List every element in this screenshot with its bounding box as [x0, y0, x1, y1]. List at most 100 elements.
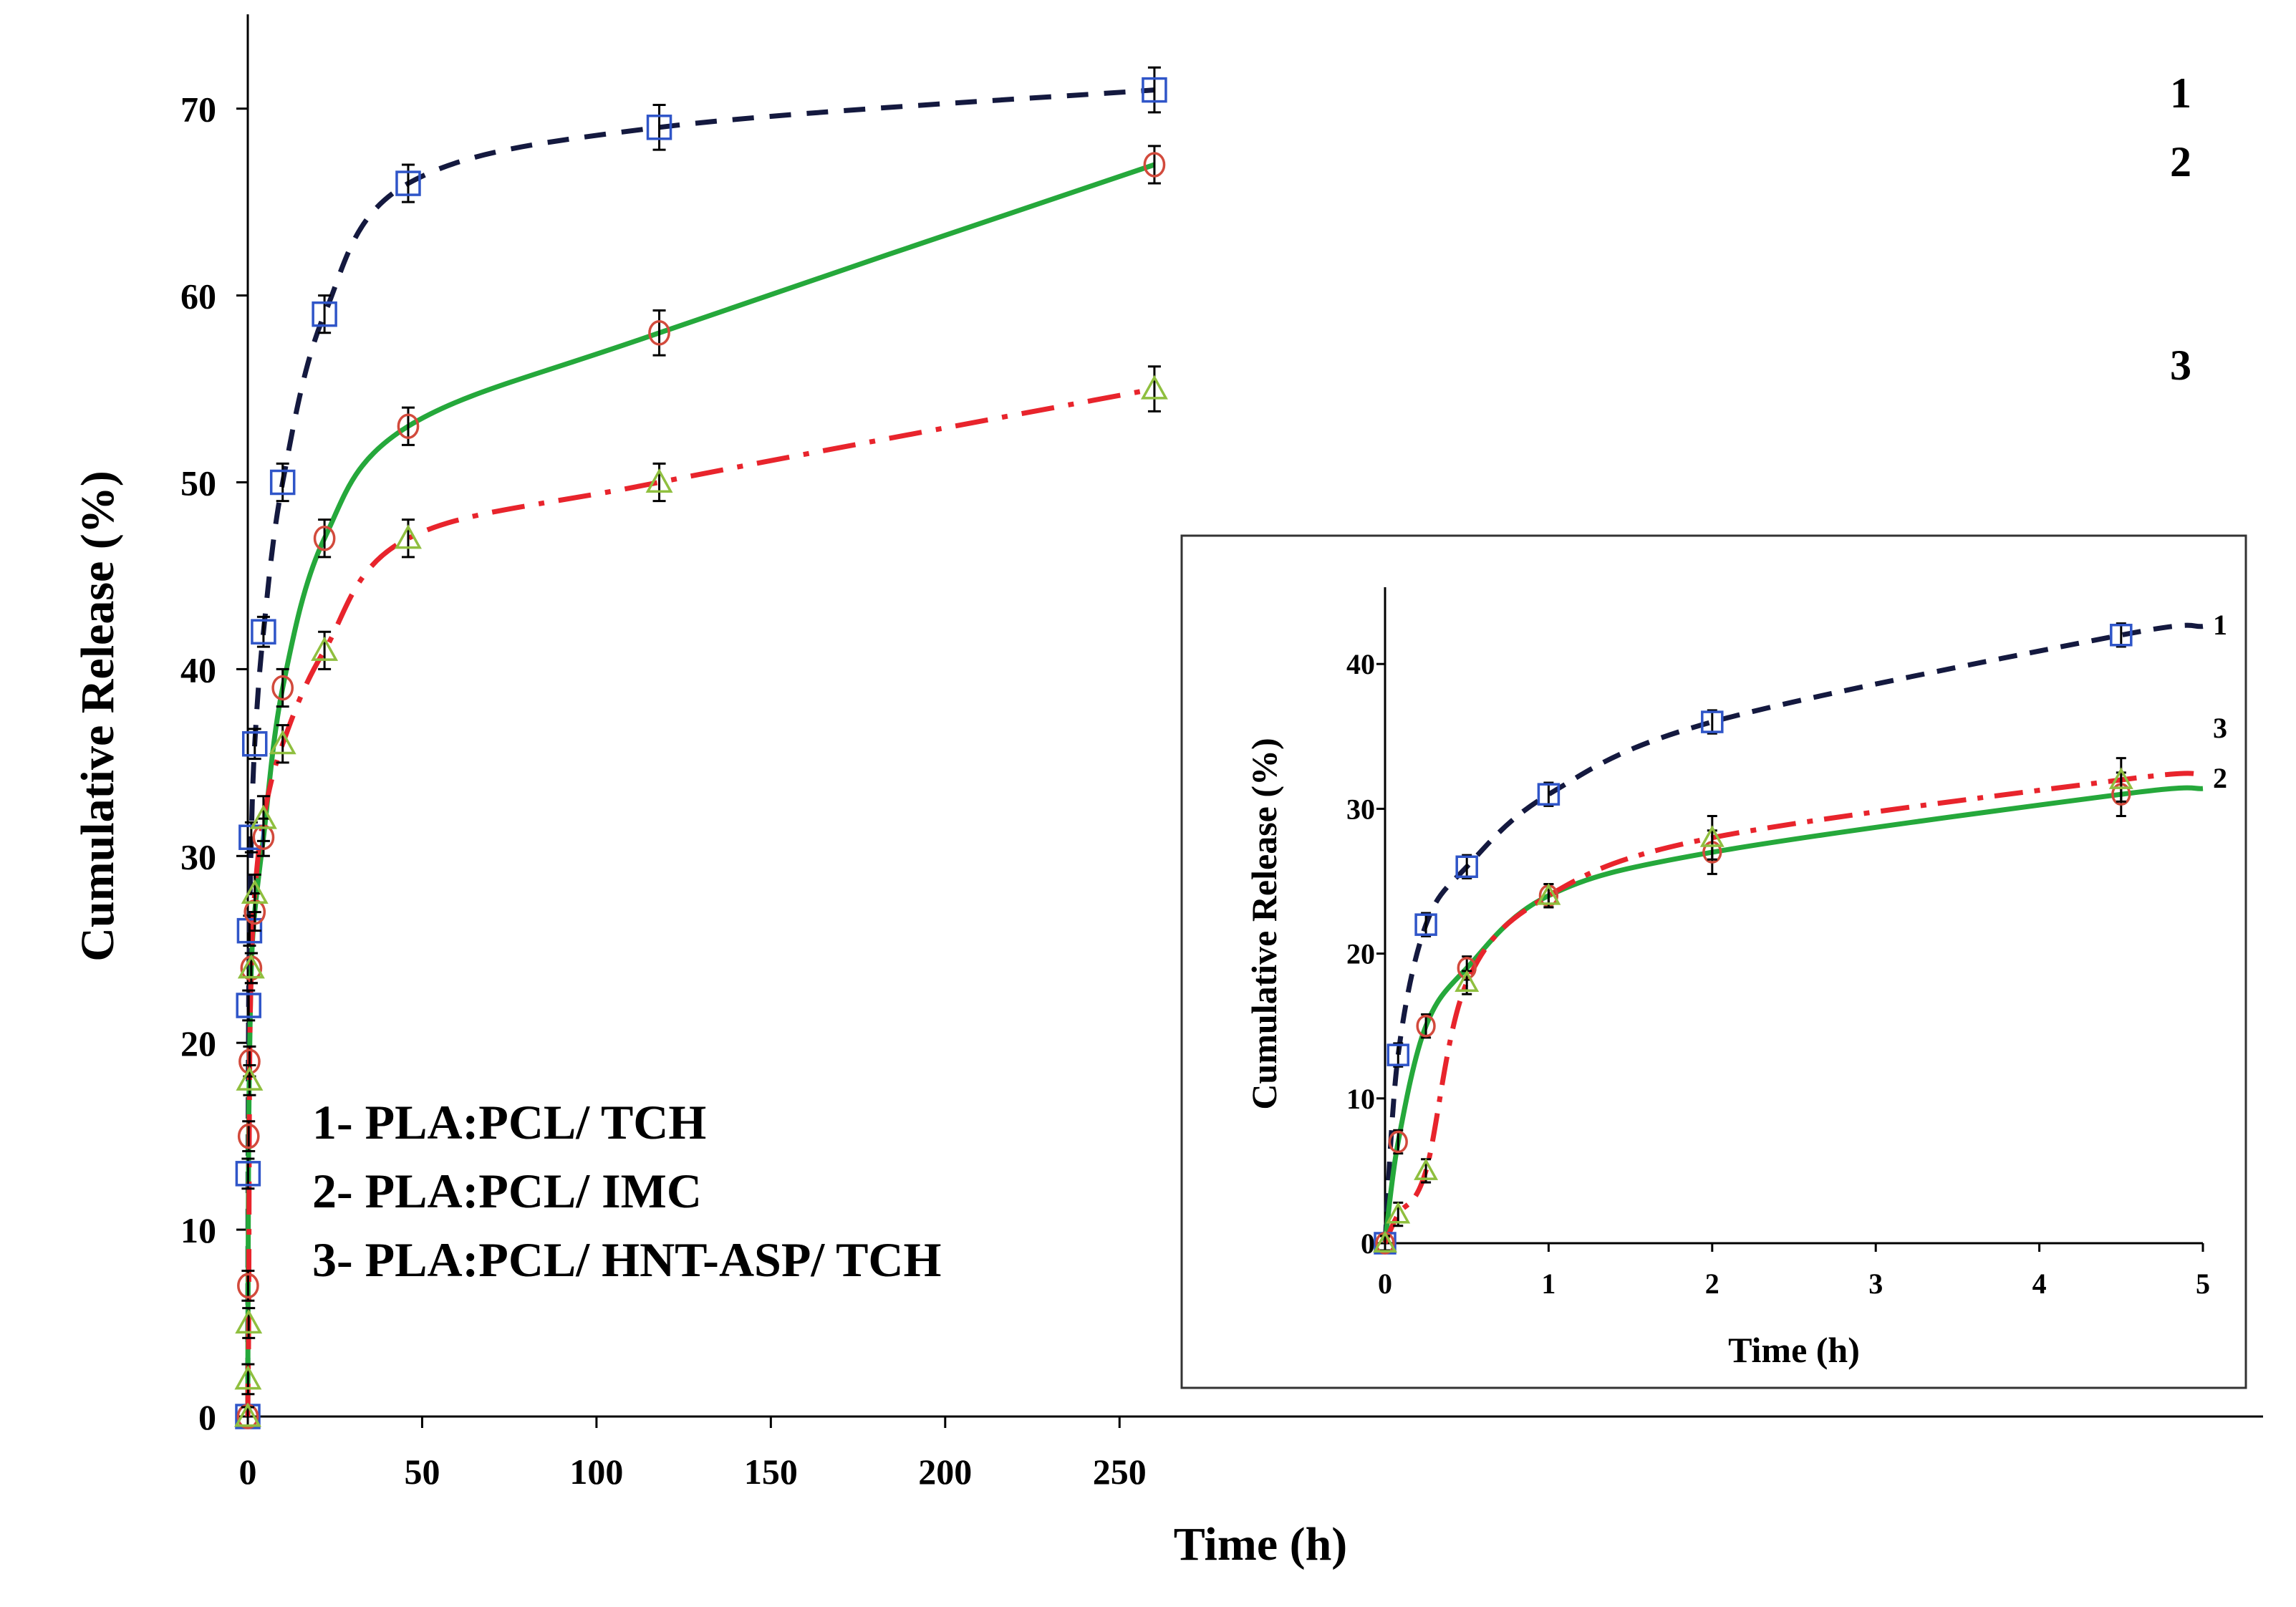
main-square-marker	[312, 301, 337, 327]
main-square-marker	[241, 731, 268, 757]
main-point-series-1	[1142, 66, 1167, 114]
main-point-series-2	[271, 667, 294, 708]
main-y-axis-title: Cumulative Release (%)	[72, 470, 124, 962]
main-point-series-3	[236, 1064, 264, 1096]
legend: 1- PLA:PCL/ TCH 2- PLA:PCL/ IMC 3- PLA:P…	[312, 1095, 941, 1287]
main-square-marker	[236, 993, 261, 1018]
main-point-series-2	[397, 406, 420, 446]
inset-point-series-1	[1701, 709, 1724, 735]
main-triangle-marker	[236, 1066, 264, 1091]
inset-point-series-3	[1699, 815, 1725, 861]
main-point-series-1	[646, 103, 672, 151]
main-x-tick-label: 0	[239, 1452, 257, 1492]
main-x-tick-label: 100	[569, 1452, 623, 1492]
main-triangle-marker	[234, 1365, 262, 1390]
main-point-series-1	[235, 1157, 261, 1190]
inset-tick-labels: 0 1 2 3 4 5 0 10 20 30 40	[1346, 648, 2210, 1300]
main-y-tick-label: 20	[180, 1023, 216, 1063]
main-point-series-3	[394, 518, 422, 559]
inset-point-series-1	[1455, 854, 1478, 879]
inset-tick-marks	[1376, 662, 2204, 1252]
inset-point-series-3	[1455, 970, 1480, 995]
inset-chart: 0 1 2 3 4 5 0 10 20 30 40 1 2 3 Time (h) Cumulative …	[1180, 534, 2247, 1389]
main-y-tick-label: 10	[180, 1210, 216, 1250]
inset-circle-marker	[1388, 1130, 1408, 1154]
inset-curve-label-2: 2	[2213, 762, 2227, 794]
main-x-tick-label: 200	[918, 1452, 972, 1492]
main-triangle-marker	[237, 954, 265, 979]
inset-square-marker	[2110, 624, 2133, 647]
legend-entry-3: 3- PLA:PCL/ HNT-ASP/ TCH	[312, 1232, 941, 1287]
main-x-tick-label: 250	[1093, 1452, 1147, 1492]
inset-y-tick-label: 20	[1346, 938, 1375, 970]
main-tick-labels: 0 50 100 150 200 250 0 10 20 30 40 50 60 70	[180, 90, 1147, 1492]
main-square-marker	[395, 170, 421, 196]
inset-y-tick-label: 0	[1361, 1227, 1375, 1260]
main-point-series-3	[234, 1363, 262, 1396]
main-line-series-1	[245, 87, 1155, 1417]
main-point-series-2	[313, 518, 336, 559]
inset-triangle-marker	[2108, 767, 2133, 789]
main-point-series-1	[251, 615, 276, 648]
main-point-series-1	[241, 728, 268, 761]
inset-x-tick-label: 4	[2032, 1268, 2047, 1300]
main-circle-marker	[313, 526, 336, 551]
main-point-series-3	[241, 873, 269, 914]
inset-triangle-marker	[1386, 1201, 1411, 1224]
main-y-tick-label: 30	[180, 836, 216, 877]
main-tick-marks	[236, 107, 1121, 1428]
main-series-points	[234, 66, 1168, 1429]
inset-square-marker	[1537, 783, 1561, 806]
main-point-series-1	[312, 294, 337, 334]
inset-y-tick-label: 30	[1346, 793, 1375, 825]
inset-triangle-marker	[1536, 883, 1561, 905]
legend-entry-1: 1- PLA:PCL/ TCH	[312, 1095, 706, 1149]
inset-point-series-2	[1416, 1013, 1436, 1039]
main-triangle-marker	[249, 804, 277, 829]
inset-triangle-marker	[1373, 1230, 1397, 1253]
main-curve-label-1: 1	[2170, 69, 2191, 117]
main-circle-marker	[397, 413, 420, 439]
main-point-series-3	[311, 630, 339, 670]
inset-point-series-2	[1388, 1129, 1408, 1155]
main-point-series-2	[648, 309, 670, 357]
main-x-tick-label: 150	[744, 1452, 798, 1492]
main-line-series-2	[245, 162, 1156, 1417]
main-point-series-3	[237, 952, 265, 985]
main-point-series-3	[269, 724, 296, 764]
main-square-marker	[235, 1161, 261, 1187]
inset-y-axis-title: Cumulative Release (%)	[1244, 738, 1284, 1109]
main-point-series-3	[249, 795, 277, 842]
main-triangle-marker	[645, 468, 673, 493]
main-y-tick-label: 50	[180, 463, 216, 503]
inset-point-series-1	[1537, 781, 1561, 807]
main-point-series-2	[237, 1269, 259, 1302]
inset-series-points	[1373, 622, 2133, 1255]
inset-square-marker	[1455, 855, 1478, 879]
main-triangle-marker	[269, 730, 296, 755]
main-point-series-1	[236, 989, 261, 1022]
main-circle-marker	[648, 320, 670, 346]
main-y-tick-label: 40	[180, 650, 216, 690]
inset-x-axis-title: Time (h)	[1728, 1330, 1860, 1370]
main-triangle-marker	[394, 524, 422, 549]
main-y-tick-label: 70	[180, 90, 216, 130]
main-square-marker	[646, 115, 672, 140]
inset-triangle-marker	[1455, 970, 1480, 992]
inset-square-marker	[1386, 1043, 1410, 1066]
inset-circle-marker	[1416, 1014, 1436, 1038]
main-curve-labels: 1 2 3	[2170, 69, 2191, 389]
main-point-series-3	[235, 1307, 263, 1339]
main-point-series-3	[645, 462, 673, 503]
inset-x-tick-label: 3	[1868, 1268, 1883, 1300]
main-point-series-1	[269, 462, 296, 503]
main-triangle-marker	[311, 636, 339, 661]
inset-triangle-marker	[1414, 1158, 1439, 1180]
inset-point-series-3	[1386, 1201, 1411, 1227]
main-y-tick-label: 0	[198, 1397, 216, 1437]
legend-entry-2: 2- PLA:PCL/ IMC	[312, 1164, 702, 1218]
inset-frame	[1180, 534, 2247, 1389]
main-circle-marker	[237, 1123, 260, 1149]
main-y-tick-label: 60	[180, 276, 216, 317]
inset-y-tick-label: 40	[1346, 648, 1375, 680]
